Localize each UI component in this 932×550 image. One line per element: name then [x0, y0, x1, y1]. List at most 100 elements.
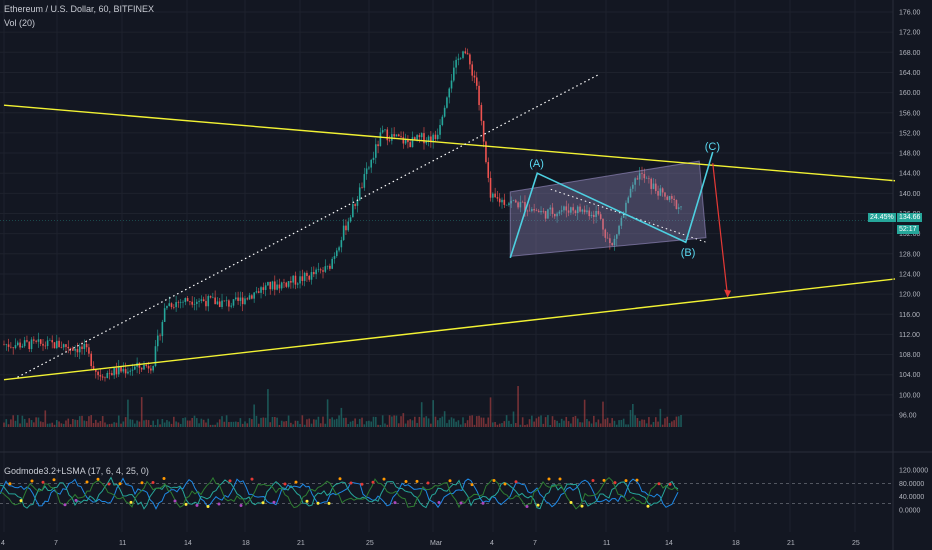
volume-bar	[216, 422, 219, 427]
price-candles	[3, 47, 682, 382]
candle-body	[108, 372, 111, 374]
osc-signal-dot	[294, 480, 298, 484]
symbol-legend[interactable]: Ethereum / U.S. Dollar, 60, BITFINEX	[4, 4, 155, 14]
volume-bar	[124, 417, 127, 427]
volume-bar	[44, 410, 47, 427]
volume-bar	[436, 420, 439, 427]
osc-signal-dot	[591, 479, 595, 483]
candle-body	[143, 364, 145, 370]
candle-body	[326, 265, 329, 267]
volume-bar	[457, 420, 460, 427]
price-tick-label: 108.00	[899, 352, 921, 359]
candle-body	[145, 364, 148, 366]
volume-bar	[393, 415, 395, 427]
volume-bar	[294, 420, 297, 427]
candle-body	[648, 178, 650, 179]
volume-bar	[478, 415, 480, 427]
candle-body	[609, 238, 611, 244]
time-tick-label: 25	[852, 540, 860, 547]
candle-body	[221, 300, 223, 307]
candle-body	[443, 107, 446, 117]
time-tick-label: 14	[665, 540, 673, 547]
volume-bar	[652, 421, 655, 427]
volume-bar	[53, 424, 56, 427]
volume-bar	[372, 416, 375, 427]
candle-body	[271, 281, 274, 290]
candle-body	[586, 210, 588, 213]
volume-bar	[168, 421, 171, 427]
volume-bar	[606, 417, 609, 427]
volume-bar	[572, 416, 574, 427]
candle-body	[430, 136, 432, 143]
candle-body	[489, 177, 492, 198]
price-axis[interactable]: 176.00 172.00 168.00 164.00 160.00 156.00 152.…	[899, 10, 921, 420]
candle-body	[90, 353, 93, 367]
candle-body	[356, 200, 359, 206]
volume-bar	[131, 419, 134, 427]
candle-body	[248, 295, 251, 300]
volume-bar	[496, 424, 499, 427]
volume-bar	[333, 419, 336, 427]
volume-bar	[526, 424, 529, 427]
volume-bar	[62, 423, 65, 427]
volume-bar	[177, 422, 180, 427]
candle-body	[16, 342, 19, 346]
time-axis[interactable]: 4 7 11 14 18 21 25 Mar 4 7 11 14 18 21 25	[1, 540, 860, 547]
volume-bar	[81, 415, 83, 427]
volume-bar	[283, 421, 285, 427]
candle-body	[223, 300, 226, 302]
price-tick-label: 140.00	[899, 191, 921, 198]
volume-bar	[290, 422, 292, 427]
candle-body	[329, 265, 331, 269]
candle-body	[407, 139, 409, 143]
osc-signal-dot	[415, 479, 419, 483]
volume-bar	[214, 424, 216, 427]
candle-body	[138, 362, 141, 368]
volume-bar	[251, 419, 253, 427]
candle-body	[425, 140, 428, 144]
osc-series-line	[0, 476, 679, 510]
drawings[interactable]: (A) (B) (C)	[3, 74, 896, 381]
candle-body	[251, 295, 253, 299]
candle-body	[352, 204, 354, 218]
volume-bar	[540, 415, 542, 427]
volume-bar	[262, 417, 265, 427]
volume-bar	[634, 415, 636, 427]
candle-body	[55, 340, 58, 349]
price-tick-label: 148.00	[899, 151, 921, 158]
indicator-legend[interactable]: Godmode3.2+LSMA (17, 6, 4, 25, 0)	[4, 466, 149, 476]
volume-bar	[459, 424, 462, 427]
candle-body	[14, 345, 17, 349]
volume-bar	[55, 420, 58, 427]
candle-body	[189, 301, 191, 302]
volume-bar	[453, 418, 455, 427]
volume-bar	[271, 417, 274, 427]
candle-body	[370, 159, 372, 168]
candle-body	[528, 210, 531, 212]
volume-bar	[384, 423, 386, 427]
volume-bar	[533, 421, 535, 427]
wave-label-c: (C)	[705, 141, 720, 153]
wave-channel-shape	[509, 160, 707, 257]
candle-body	[191, 301, 193, 305]
candle-body	[595, 210, 597, 217]
osc-signal-dot	[338, 477, 342, 481]
candle-body	[388, 140, 391, 141]
candle-body	[487, 162, 490, 178]
candle-body	[44, 345, 47, 347]
osc-signal-dot	[349, 481, 353, 485]
candle-body	[409, 142, 412, 148]
volume-legend[interactable]: Vol (20)	[4, 18, 36, 28]
volume-bar	[675, 416, 678, 427]
candle-body	[372, 157, 375, 160]
candle-body	[161, 321, 164, 337]
osc-signal-dot	[624, 479, 628, 483]
candle-body	[299, 276, 301, 284]
volume-bar	[23, 418, 26, 427]
volume-bar	[404, 423, 407, 427]
osc-signal-dot	[547, 477, 551, 481]
volume-bar	[590, 423, 593, 427]
volume-bar	[5, 419, 8, 427]
volume-bar	[416, 422, 418, 427]
